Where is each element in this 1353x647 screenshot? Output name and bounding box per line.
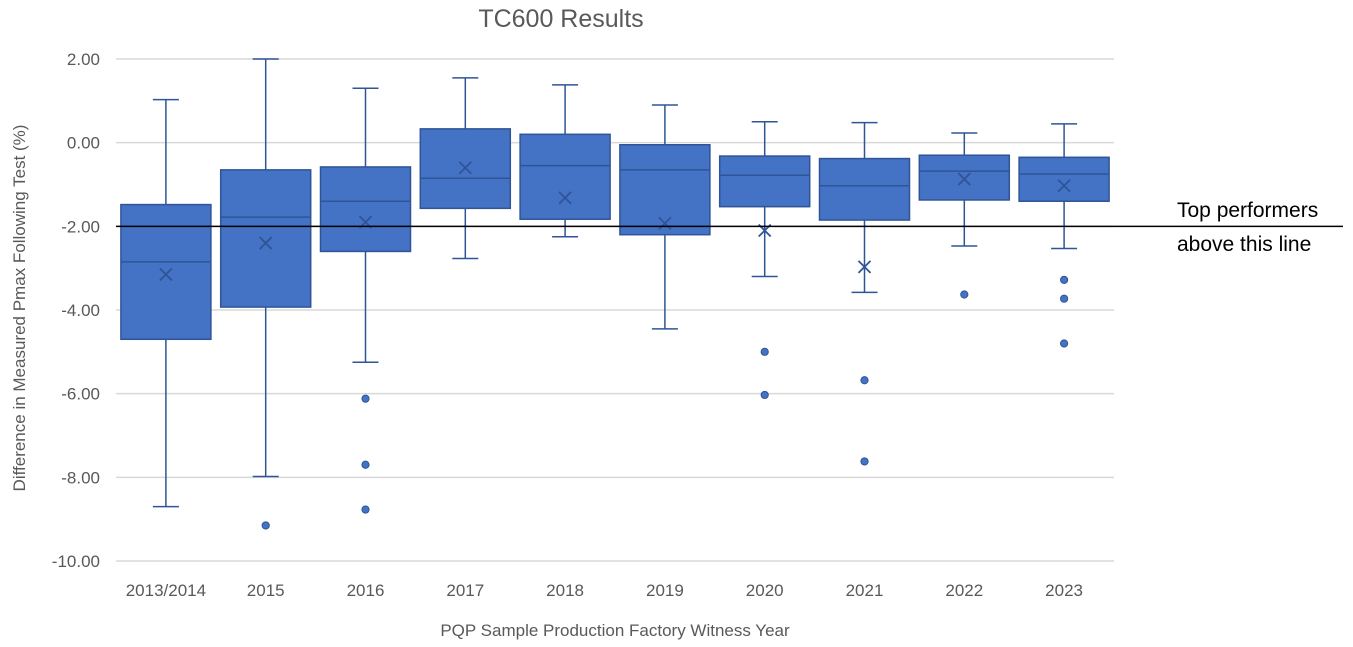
- box-2023: [1018, 123, 1110, 348]
- x-tick-label: 2013/2014: [126, 581, 206, 600]
- outlier-point: [361, 460, 370, 469]
- outlier-point: [1060, 339, 1069, 348]
- y-tick-label: -10.00: [52, 552, 100, 571]
- box-2016: [319, 87, 412, 514]
- y-tick-label: 0.00: [67, 134, 100, 153]
- box-series: [120, 58, 1110, 530]
- box-body: [219, 169, 312, 308]
- box-2019: [619, 104, 711, 330]
- box-2017: [419, 77, 512, 260]
- box-body: [519, 133, 611, 220]
- outlier-point: [1060, 275, 1069, 284]
- mean-marker: [259, 236, 273, 250]
- box-body: [319, 166, 412, 253]
- x-tick-label: 2015: [247, 581, 285, 600]
- box-body: [818, 157, 911, 221]
- y-tick-label: 2.00: [67, 50, 100, 69]
- y-tick-label: -4.00: [61, 301, 100, 320]
- annotation-line-2: above this line: [1177, 233, 1311, 256]
- outlier-point: [960, 290, 969, 299]
- x-axis-title: PQP Sample Production Factory Witness Ye…: [440, 621, 790, 640]
- chart-title: TC600 Results: [478, 5, 643, 33]
- y-tick-label: -8.00: [61, 468, 100, 487]
- y-tick-label: -6.00: [61, 385, 100, 404]
- box-body: [718, 155, 811, 208]
- x-tick-label: 2022: [945, 581, 983, 600]
- x-axis-ticks: 2013/2014 2015 2016 2017 2018 2019 2020 2021 202…: [126, 581, 1083, 600]
- x-tick-label: 2021: [846, 581, 884, 600]
- outlier-point: [760, 347, 769, 356]
- box-2022: [918, 132, 1011, 299]
- mean-marker: [857, 260, 872, 274]
- x-tick-label: 2019: [646, 581, 684, 600]
- box-body: [619, 144, 711, 236]
- x-tick-label: 2017: [446, 581, 484, 600]
- x-tick-label: 2018: [546, 581, 584, 600]
- box-body: [120, 203, 212, 341]
- box-body: [1018, 156, 1110, 202]
- y-tick-label: -2.00: [61, 217, 100, 236]
- box-2021: [818, 121, 911, 466]
- outlier-point: [261, 521, 270, 530]
- outlier-point: [860, 457, 869, 466]
- mean-marker: [458, 161, 472, 175]
- box-2018: [519, 84, 611, 238]
- mean-marker: [1057, 179, 1071, 193]
- x-tick-label: 2020: [746, 581, 784, 600]
- box-2020: [718, 121, 811, 400]
- y-axis-title: Difference in Measured Pmax Following Te…: [10, 125, 29, 492]
- box-2015: [219, 58, 312, 530]
- outlier-point: [860, 376, 869, 385]
- outlier-point: [760, 390, 769, 400]
- mean-marker: [957, 172, 971, 186]
- outlier-point: [361, 394, 370, 403]
- box-2013-2014: [120, 98, 212, 508]
- y-axis-ticks: 2.00 0.00 -2.00 -4.00 -6.00 -8.00 -10.00: [52, 50, 100, 571]
- annotation-line-1: Top performers: [1177, 199, 1318, 222]
- mean-marker: [159, 267, 173, 282]
- outlier-point: [361, 505, 370, 514]
- mean-marker: [558, 191, 572, 205]
- outlier-point: [1060, 294, 1069, 303]
- x-tick-label: 2016: [347, 581, 385, 600]
- box-body: [918, 154, 1011, 201]
- x-tick-label: 2023: [1045, 581, 1083, 600]
- mean-marker: [658, 216, 672, 231]
